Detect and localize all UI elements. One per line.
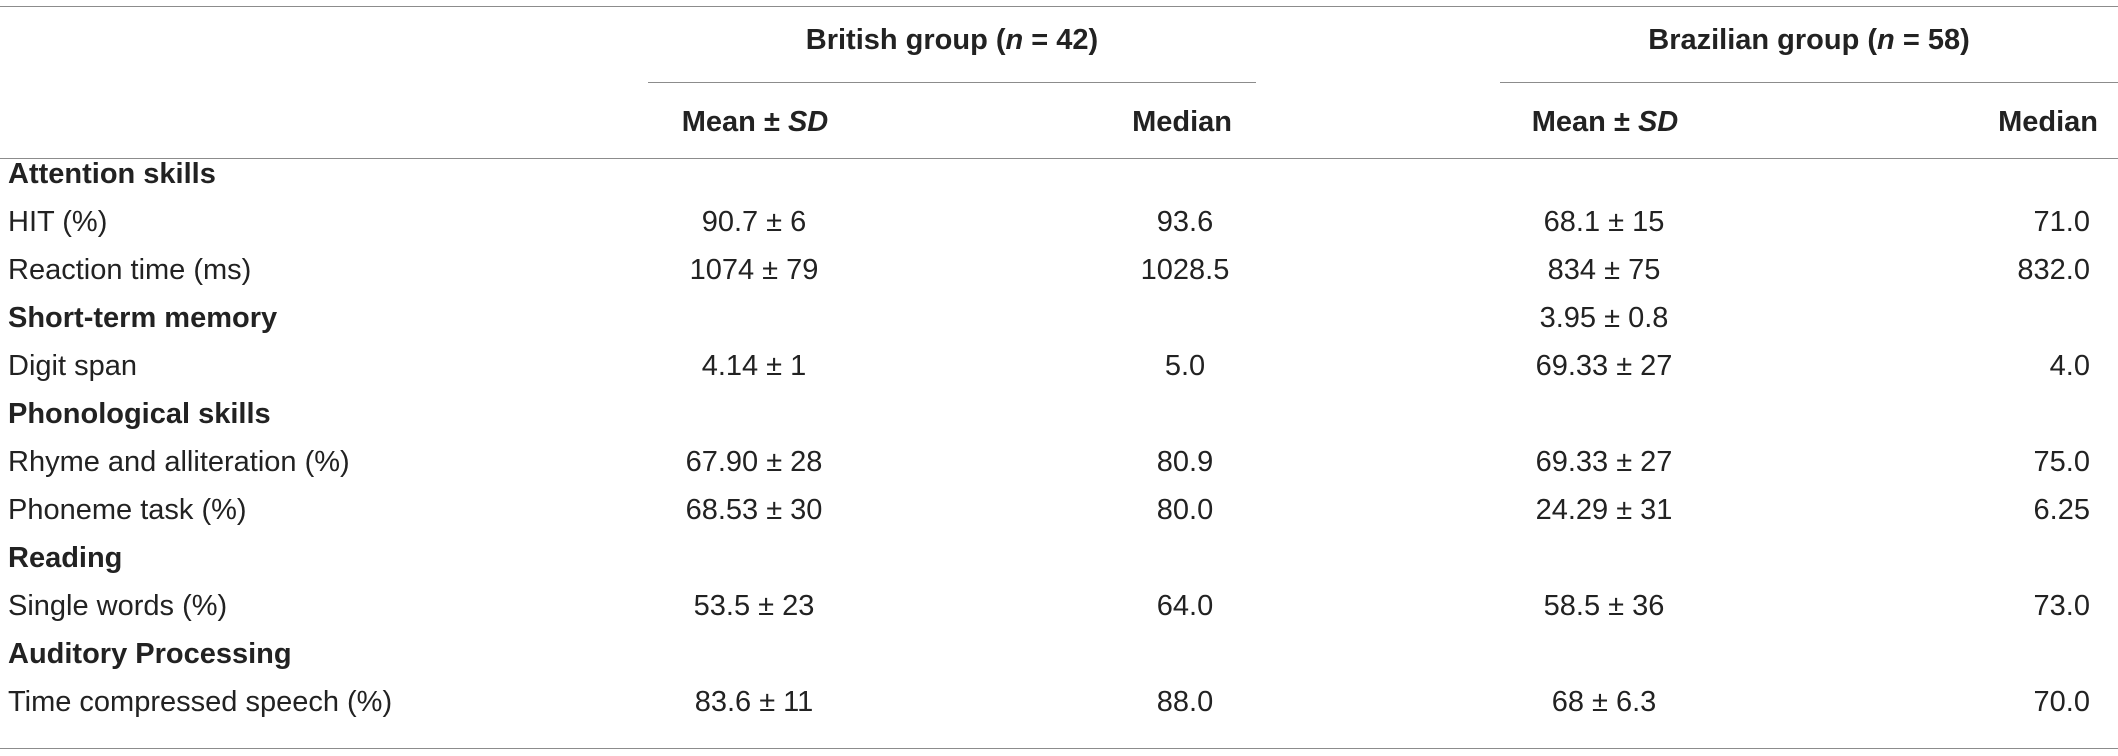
subheader-mean-sd-brazilian: Mean ± SD bbox=[1531, 106, 1679, 138]
top-rule bbox=[0, 6, 2118, 7]
cell-mean-sd-brazilian: 834 ± 75 bbox=[1547, 254, 1661, 286]
row-label: Digit span bbox=[8, 350, 137, 382]
section-heading: Phonological skills bbox=[8, 398, 271, 430]
cell-median-brazilian: 70.0 bbox=[2033, 686, 2090, 718]
cell-median-brazilian: 4.0 bbox=[2049, 350, 2090, 382]
section-heading: Reading bbox=[8, 542, 123, 574]
group-header-brazilian: Brazilian group (n = 58) bbox=[1648, 24, 1970, 56]
subheader-mean-sd-british: Mean ± SD bbox=[681, 106, 829, 138]
cell-median-brazilian: 71.0 bbox=[2033, 206, 2090, 238]
cell-mean-sd-british: 68.53 ± 30 bbox=[685, 494, 823, 526]
row-label: HIT (%) bbox=[8, 206, 108, 238]
section-heading: Short-term memory bbox=[8, 302, 278, 334]
cell-median-british: 1028.5 bbox=[1140, 254, 1230, 286]
row-label: Time compressed speech (%) bbox=[8, 686, 393, 718]
cell-mean-sd-british: 4.14 ± 1 bbox=[701, 350, 807, 382]
cell-median-brazilian: 73.0 bbox=[2033, 590, 2090, 622]
cell-mean-sd-brazilian: 58.5 ± 36 bbox=[1543, 590, 1665, 622]
cell-mean-sd-brazilian: 68 ± 6.3 bbox=[1551, 686, 1657, 718]
cell-median-brazilian: 75.0 bbox=[2033, 446, 2090, 478]
cell-mean-sd-british: 67.90 ± 28 bbox=[685, 446, 823, 478]
row-label: Reaction time (ms) bbox=[8, 254, 252, 286]
cell-median-brazilian: 832.0 bbox=[2017, 254, 2090, 286]
british-group-rule bbox=[648, 82, 1256, 83]
cell-mean-sd-brazilian: 69.33 ± 27 bbox=[1535, 446, 1673, 478]
cell-mean-sd-british: 83.6 ± 11 bbox=[694, 686, 814, 718]
section-heading: Auditory Processing bbox=[8, 638, 292, 670]
subheader-median-british: Median bbox=[1132, 106, 1232, 138]
subheader-median-brazilian: Median bbox=[1998, 106, 2098, 138]
cell-mean-sd-brazilian: 68.1 ± 15 bbox=[1543, 206, 1665, 238]
row-label: Rhyme and alliteration (%) bbox=[8, 446, 350, 478]
row-label: Phoneme task (%) bbox=[8, 494, 247, 526]
cell-median-brazilian: 6.25 bbox=[2033, 494, 2090, 526]
cell-median-british: 80.9 bbox=[1156, 446, 1214, 478]
cell-mean-sd-brazilian: 24.29 ± 31 bbox=[1535, 494, 1673, 526]
header-bottom-rule bbox=[0, 158, 2118, 159]
cell-mean-sd-british: 53.5 ± 23 bbox=[693, 590, 815, 622]
cell-median-british: 88.0 bbox=[1156, 686, 1214, 718]
cell-mean-sd-brazilian: 69.33 ± 27 bbox=[1535, 350, 1673, 382]
row-label: Single words (%) bbox=[8, 590, 228, 622]
cell-median-british: 64.0 bbox=[1156, 590, 1214, 622]
section-heading: Attention skills bbox=[8, 158, 216, 190]
cell-median-british: 80.0 bbox=[1156, 494, 1214, 526]
cell-mean-sd-british: 1074 ± 79 bbox=[689, 254, 819, 286]
cell-mean-sd-brazilian: 3.95 ± 0.8 bbox=[1539, 302, 1669, 334]
bottom-rule bbox=[0, 748, 2118, 749]
cell-median-british: 5.0 bbox=[1164, 350, 1206, 382]
cell-median-british: 93.6 bbox=[1156, 206, 1214, 238]
brazilian-group-rule bbox=[1500, 82, 2118, 83]
cell-mean-sd-british: 90.7 ± 6 bbox=[701, 206, 807, 238]
group-header-british: British group (n = 42) bbox=[805, 24, 1099, 56]
